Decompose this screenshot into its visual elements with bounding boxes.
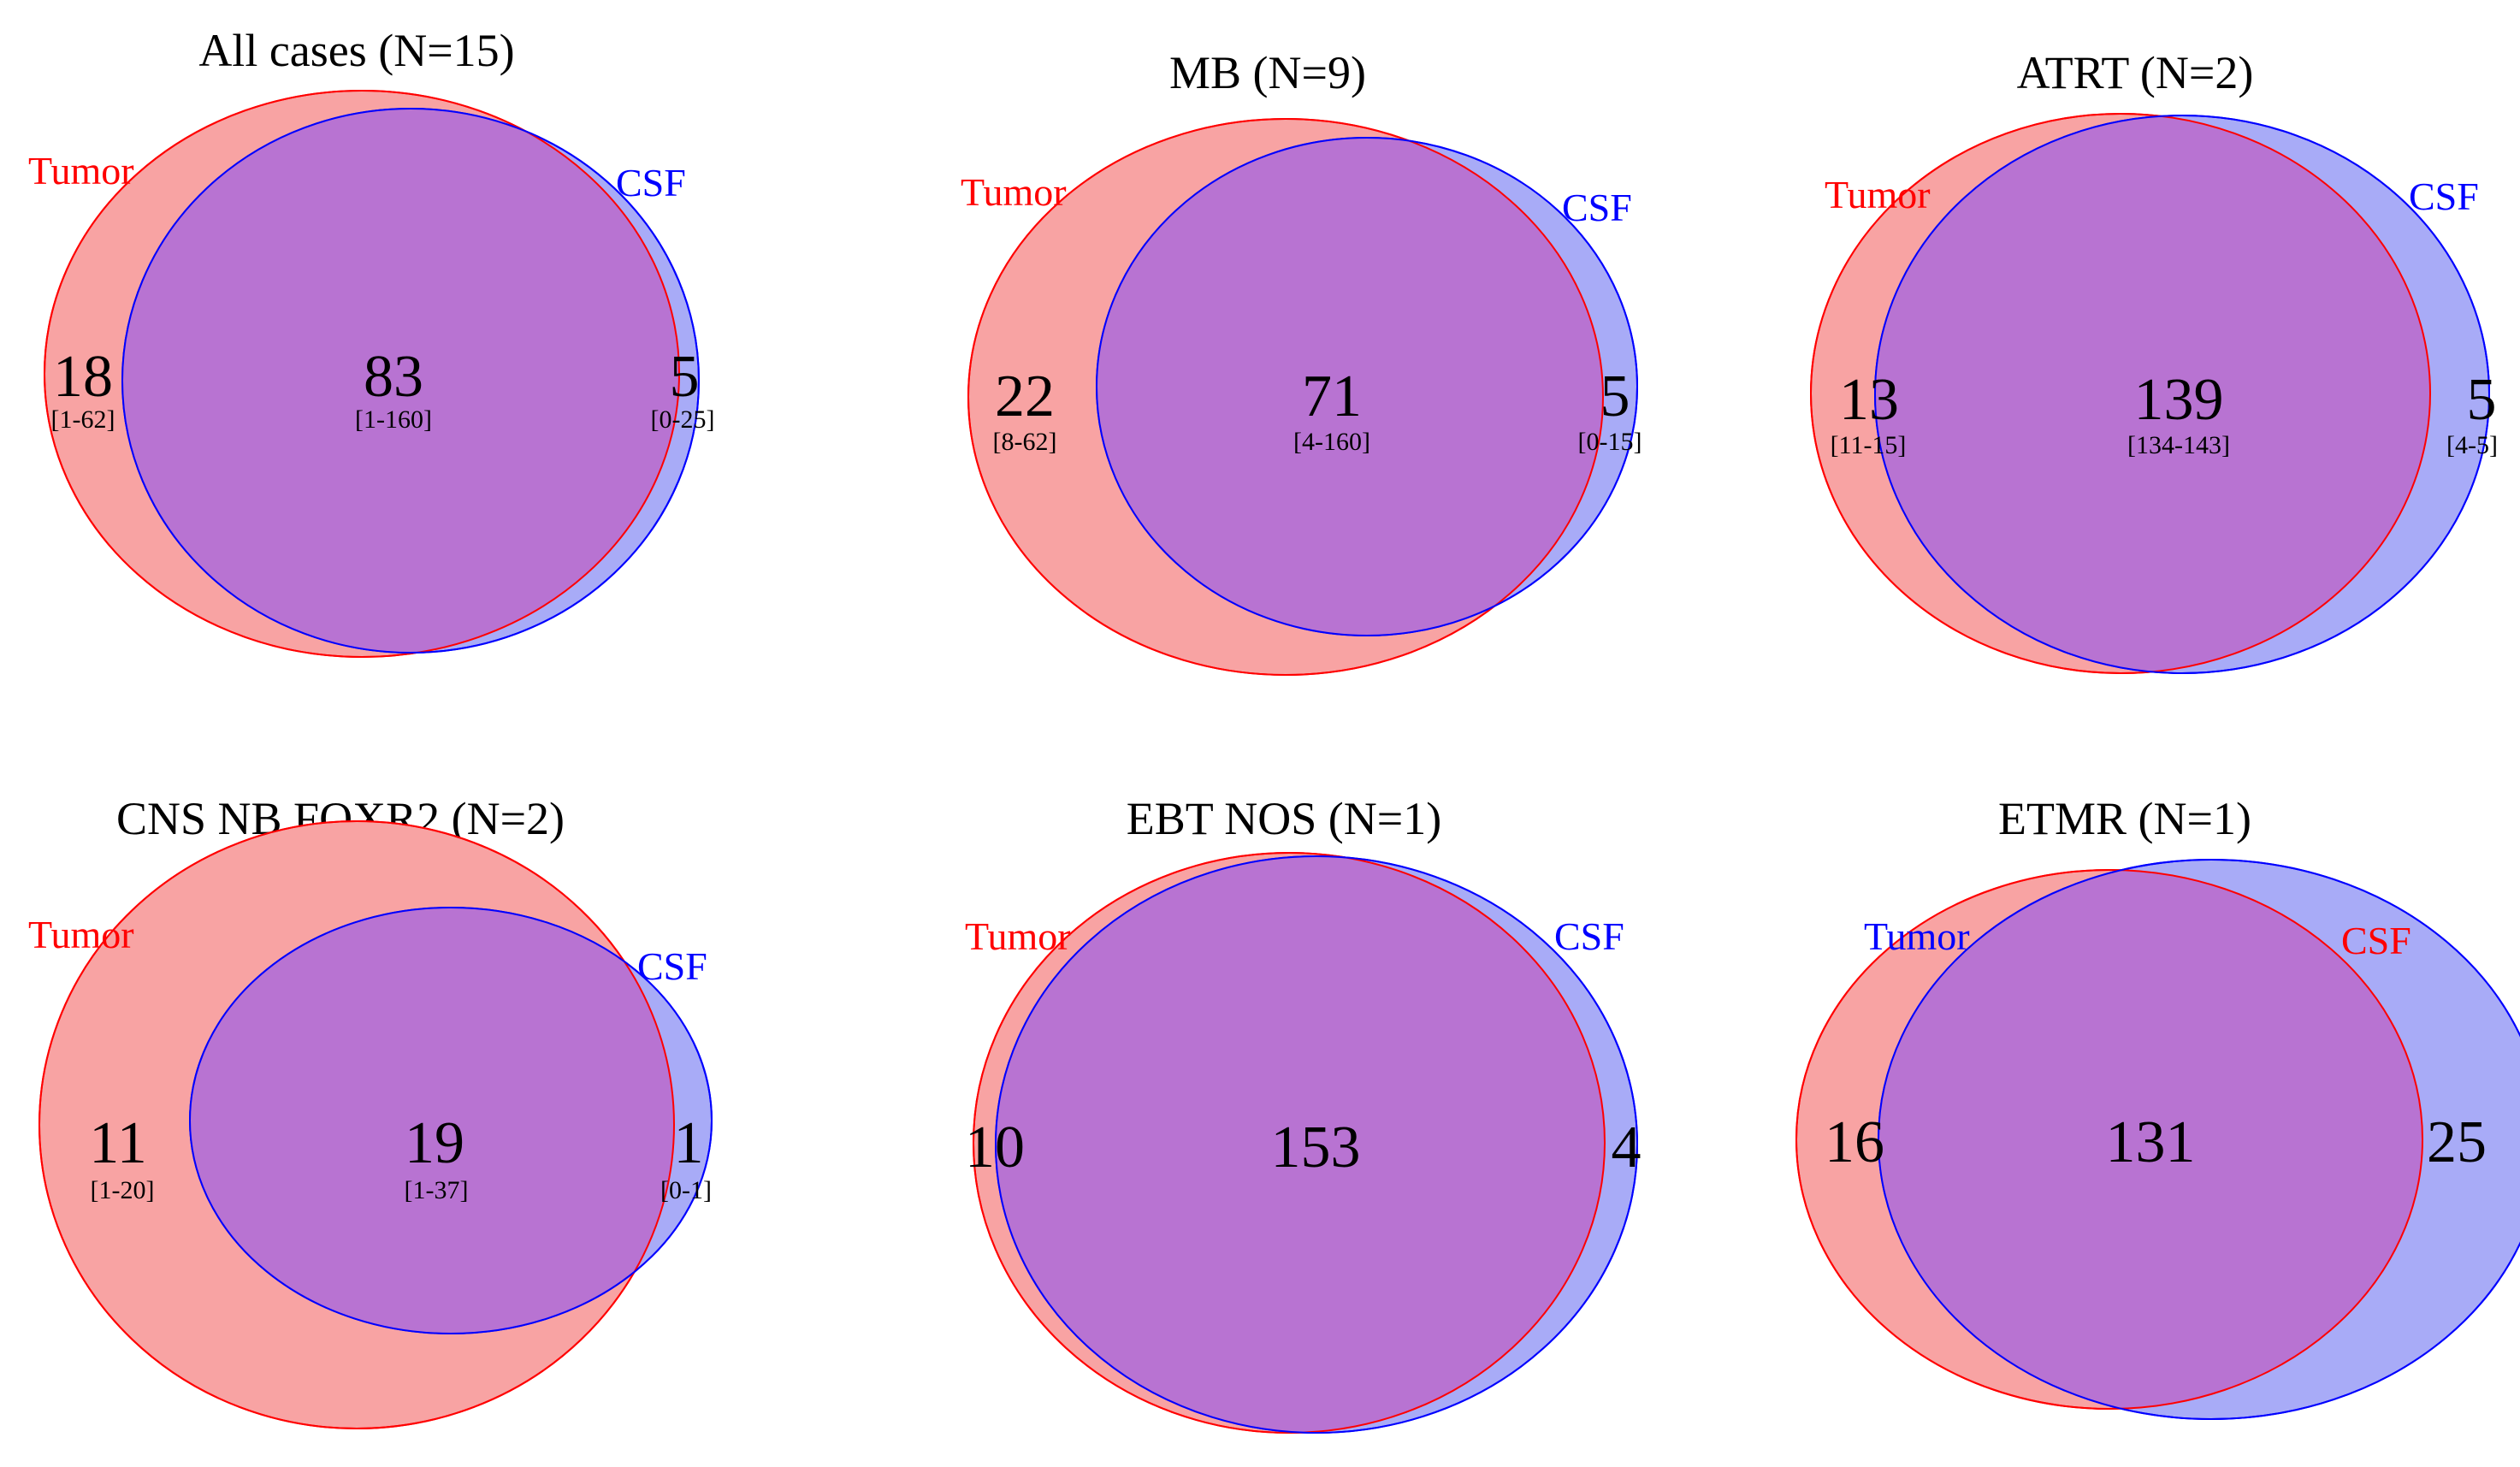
panel-title: MB (N=9): [1169, 47, 1366, 98]
venn-panel-all-cases: All cases (N=15) Tumor CSF 18 [1-62] 83 …: [28, 25, 715, 658]
venn-panel-ebt-nos: EBT NOS (N=1) Tumor CSF 10 153 4: [965, 793, 1642, 1434]
csf-only-count: 5: [670, 344, 700, 410]
overlap-range: [4-160]: [1293, 428, 1370, 456]
tumor-only-range: [8-62]: [993, 428, 1057, 456]
overlap-range: [134-143]: [2127, 431, 2230, 459]
panel-title: EBT NOS (N=1): [1127, 793, 1441, 844]
csf-label: CSF: [616, 161, 686, 204]
csf-label: CSF: [2409, 175, 2479, 218]
overlap-count: 153: [1271, 1115, 1361, 1180]
csf-only-range: [0-1]: [660, 1176, 712, 1204]
csf-only-range: [0-25]: [651, 405, 715, 434]
tumor-only-count: 11: [89, 1110, 146, 1176]
csf-label: CSF: [637, 944, 707, 988]
tumor-only-count: 22: [995, 364, 1055, 429]
csf-label: CSF: [1562, 186, 1632, 229]
tumor-label: Tumor: [961, 170, 1067, 214]
tumor-outline: [1795, 869, 2423, 1410]
overlap-range: [1-160]: [355, 405, 432, 434]
tumor-label: Tumor: [28, 913, 134, 956]
tumor-label: Tumor: [1864, 914, 1970, 958]
panel-title: All cases (N=15): [198, 25, 514, 76]
tumor-only-range: [1-20]: [91, 1176, 155, 1204]
tumor-outline: [967, 118, 1604, 676]
tumor-only-count: 16: [1825, 1109, 1884, 1175]
tumor-only-count: 10: [965, 1115, 1025, 1180]
panel-title: ETMR (N=1): [1998, 793, 2251, 844]
tumor-outline: [38, 820, 675, 1429]
overlap-count: 71: [1302, 364, 1362, 429]
venn-panel-cns-nb-foxr2: CNS NB FOXR2 (N=2) Tumor CSF 11 [1-20] 1…: [28, 793, 713, 1429]
tumor-only-range: [11-15]: [1831, 431, 1907, 459]
overlap-region: [996, 856, 1605, 1433]
csf-only-range: [0-15]: [1578, 428, 1642, 456]
overlap-count: 131: [2106, 1109, 2196, 1175]
tumor-label: Tumor: [1825, 173, 1931, 216]
tumor-only-count: 13: [1839, 367, 1899, 433]
csf-only-count: 1: [674, 1110, 704, 1176]
panel-title: ATRT (N=2): [2017, 47, 2254, 98]
overlap-region: [1097, 138, 1603, 636]
tumor-only-range: [1-62]: [51, 405, 115, 434]
tumor-outline: [1810, 113, 2431, 674]
tumor-label: Tumor: [28, 149, 134, 192]
csf-label: CSF: [1554, 914, 1624, 958]
csf-outline: [121, 108, 700, 654]
venn-panel-mb: MB (N=9) Tumor CSF 22 [8-62] 71 [4-160] …: [961, 47, 1642, 676]
overlap-count: 139: [2134, 367, 2224, 433]
venn-panel-atrt: ATRT (N=2) Tumor CSF 13 [11-15] 139 [134…: [1810, 47, 2498, 674]
tumor-label: Tumor: [965, 914, 1071, 958]
csf-label: CSF: [2341, 919, 2411, 962]
csf-only-count: 25: [2427, 1109, 2487, 1175]
overlap-count: 19: [405, 1110, 464, 1176]
overlap-count: 83: [364, 344, 423, 410]
tumor-only-count: 18: [53, 344, 113, 410]
csf-outline: [1096, 137, 1638, 636]
csf-outline: [189, 907, 713, 1334]
csf-only-count: 4: [1612, 1115, 1642, 1180]
tumor-outline: [973, 852, 1606, 1434]
overlap-region: [190, 908, 674, 1334]
csf-outline: [1874, 115, 2490, 674]
csf-only-range: [4-5]: [2446, 431, 2498, 459]
overlap-region: [122, 109, 679, 653]
venn-panel-etmr: ETMR (N=1) Tumor CSF 16 131 25: [1795, 793, 2520, 1420]
overlap-range: [1-37]: [405, 1176, 469, 1204]
csf-outline: [995, 855, 1638, 1434]
csf-only-count: 5: [1600, 364, 1630, 429]
csf-outline: [1878, 859, 2520, 1420]
overlap-region: [1875, 115, 2430, 673]
csf-only-count: 5: [2467, 367, 2497, 433]
tumor-outline: [44, 90, 680, 658]
